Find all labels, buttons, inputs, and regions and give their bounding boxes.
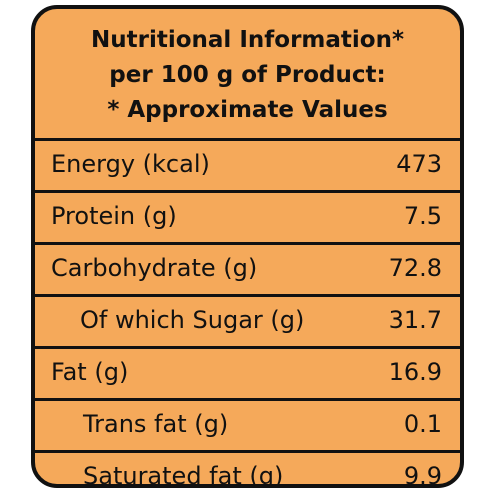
row-label: Carbohydrate (g) [51, 254, 258, 282]
table-row-saturated-fat: Saturated fat (g) 9.9 [35, 453, 460, 488]
header-note: * Approximate Values [107, 97, 388, 123]
row-value: 473 [396, 150, 442, 178]
nutrition-panel: Nutritional Information* per 100 g of Pr… [31, 5, 464, 488]
row-value: 0.1 [403, 410, 442, 438]
table-row-sugar: Of which Sugar (g) 31.7 [35, 297, 460, 349]
row-value: 7.5 [403, 202, 442, 230]
table-row-energy: Energy (kcal) 473 [35, 141, 460, 193]
row-value: 16.9 [388, 358, 442, 386]
row-value: 31.7 [388, 306, 442, 334]
nutrition-table: Energy (kcal) 473 Protein (g) 7.5 Carboh… [35, 141, 460, 488]
row-value: 9.9 [403, 462, 442, 488]
row-label: Energy (kcal) [51, 150, 210, 178]
table-row-protein: Protein (g) 7.5 [35, 193, 460, 245]
nutrition-header: Nutritional Information* per 100 g of Pr… [35, 9, 460, 141]
header-title: Nutritional Information* [91, 27, 404, 53]
row-value: 72.8 [388, 254, 442, 282]
header-subtitle: per 100 g of Product: [109, 62, 386, 88]
table-row-carbohydrate: Carbohydrate (g) 72.8 [35, 245, 460, 297]
row-label: Of which Sugar (g) [80, 306, 305, 334]
table-row-trans-fat: Trans fat (g) 0.1 [35, 401, 460, 453]
row-label: Fat (g) [51, 358, 129, 386]
table-row-fat: Fat (g) 16.9 [35, 349, 460, 401]
row-label: Protein (g) [51, 202, 177, 230]
row-label: Trans fat (g) [83, 410, 229, 438]
row-label: Saturated fat (g) [83, 462, 284, 488]
